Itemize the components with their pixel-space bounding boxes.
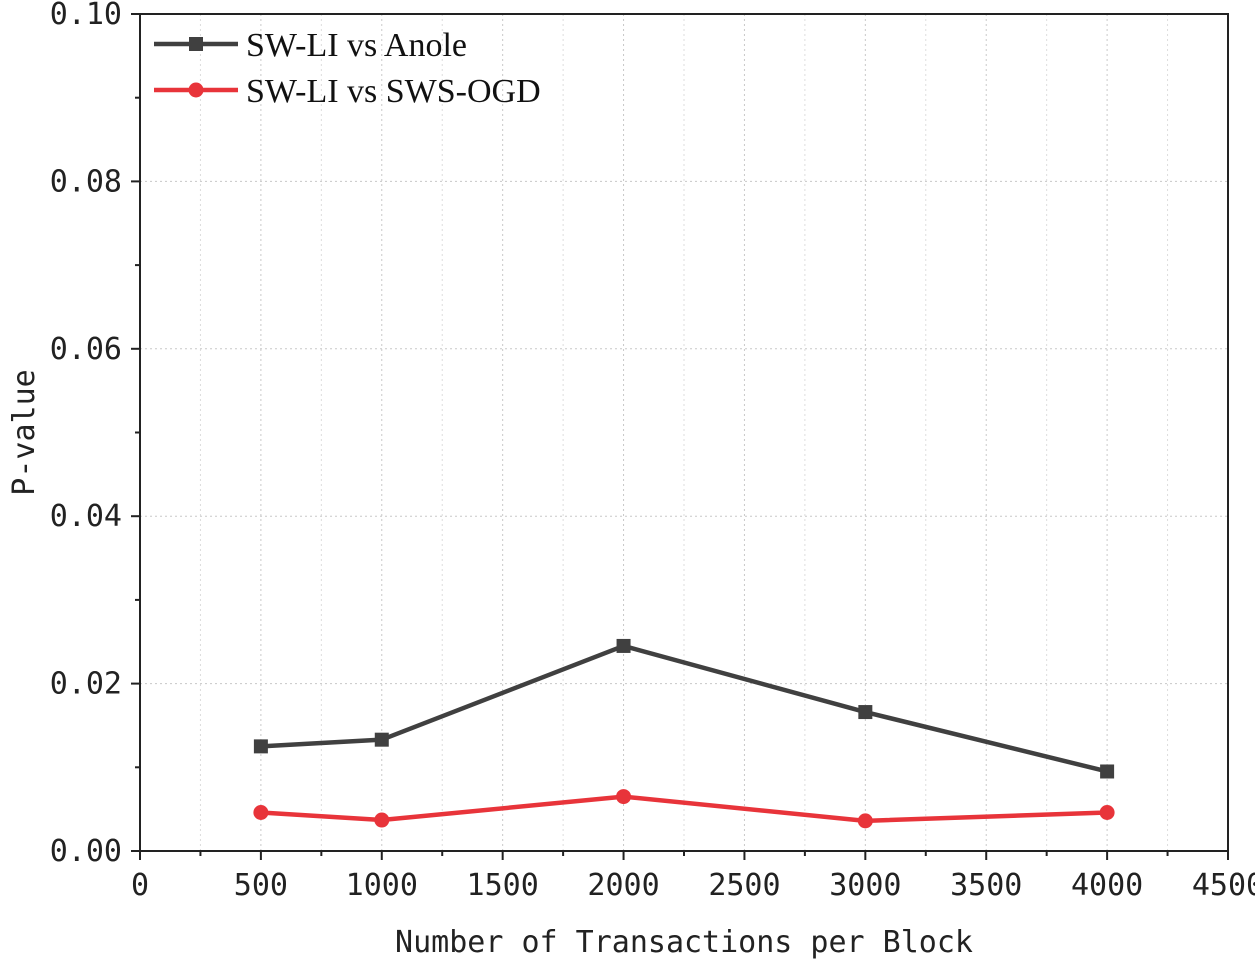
legend-entry-1: SW-LI vs SWS-OGD <box>154 73 541 110</box>
y-tick-label-0: 0.00 <box>50 834 122 869</box>
y-tick-label-1: 0.02 <box>50 667 122 702</box>
legend-swatch-marker-0 <box>189 37 203 51</box>
x-tick-label-6: 3000 <box>829 868 901 903</box>
series-0-point-2 <box>616 638 631 653</box>
series-1-point-2 <box>616 789 632 805</box>
x-tick-label-2: 1000 <box>346 868 418 903</box>
series-1 <box>253 789 1115 829</box>
y-axis-title: P-value <box>7 369 42 495</box>
y-tick-label-4: 0.08 <box>50 164 122 199</box>
series-1-point-4 <box>1099 804 1115 820</box>
y-tick-label-3: 0.06 <box>50 332 122 367</box>
series-0 <box>253 638 1115 779</box>
series-1-point-0 <box>253 804 269 820</box>
x-tick-label-3: 1500 <box>467 868 539 903</box>
series-1-point-3 <box>857 813 873 829</box>
legend-swatch-marker-1 <box>188 82 204 98</box>
x-tick-label-0: 0 <box>131 868 149 903</box>
legend-entry-0: SW-LI vs Anole <box>154 27 467 64</box>
y-tick-label-5: 0.10 <box>50 0 122 32</box>
series-0-point-1 <box>374 732 389 747</box>
x-tick-label-5: 2500 <box>708 868 780 903</box>
legend-label-1: SW-LI vs SWS-OGD <box>246 73 541 110</box>
series-0-point-0 <box>253 739 268 754</box>
legend-label-0: SW-LI vs Anole <box>246 27 467 64</box>
y-tick-label-2: 0.04 <box>50 499 122 534</box>
series-0-point-3 <box>858 705 873 720</box>
x-tick-label-8: 4000 <box>1071 868 1143 903</box>
series-0-point-4 <box>1100 764 1115 779</box>
series-1-point-1 <box>374 812 390 828</box>
x-axis-title: Number of Transactions per Block <box>395 925 973 960</box>
series-0-line <box>260 643 1108 774</box>
grid <box>140 13 1229 851</box>
x-tick-label-1: 500 <box>234 868 288 903</box>
x-tick-label-4: 2000 <box>587 868 659 903</box>
legend: SW-LI vs Anole SW-LI vs SWS-OGD <box>154 27 541 110</box>
x-tick-label-7: 3500 <box>950 868 1022 903</box>
series-layer <box>253 638 1115 829</box>
